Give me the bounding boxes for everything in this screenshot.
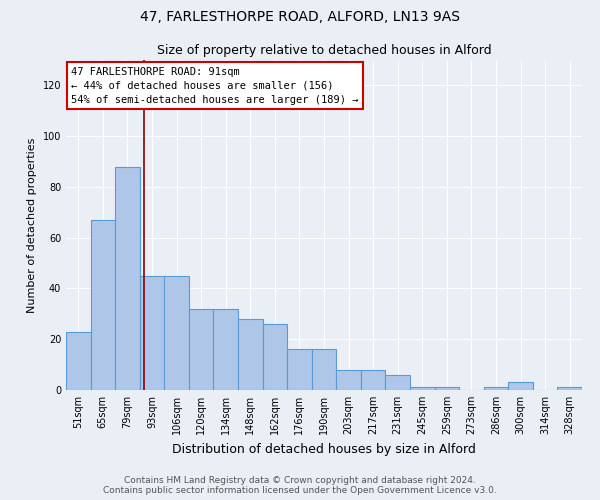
Bar (312, 350, 336, 390)
Bar (115, 166, 140, 390)
Bar (361, 370, 385, 390)
Bar (66, 332, 91, 390)
Bar (164, 276, 189, 390)
Bar (508, 382, 533, 390)
X-axis label: Distribution of detached houses by size in Alford: Distribution of detached houses by size … (172, 442, 476, 456)
Title: Size of property relative to detached houses in Alford: Size of property relative to detached ho… (157, 44, 491, 58)
Text: Contains HM Land Registry data © Crown copyright and database right 2024.
Contai: Contains HM Land Registry data © Crown c… (103, 476, 497, 495)
Bar (263, 324, 287, 390)
Bar (214, 309, 238, 390)
Y-axis label: Number of detached properties: Number of detached properties (27, 138, 37, 312)
Bar (91, 220, 115, 390)
Bar (410, 388, 434, 390)
Bar (238, 319, 263, 390)
Bar (336, 370, 361, 390)
Bar (287, 350, 312, 390)
Bar (484, 388, 508, 390)
Bar (557, 388, 582, 390)
Bar (140, 276, 164, 390)
Text: 47, FARLESTHORPE ROAD, ALFORD, LN13 9AS: 47, FARLESTHORPE ROAD, ALFORD, LN13 9AS (140, 10, 460, 24)
Bar (434, 388, 459, 390)
Text: 47 FARLESTHORPE ROAD: 91sqm
← 44% of detached houses are smaller (156)
54% of se: 47 FARLESTHORPE ROAD: 91sqm ← 44% of det… (71, 66, 359, 104)
Bar (189, 309, 214, 390)
Bar (385, 375, 410, 390)
